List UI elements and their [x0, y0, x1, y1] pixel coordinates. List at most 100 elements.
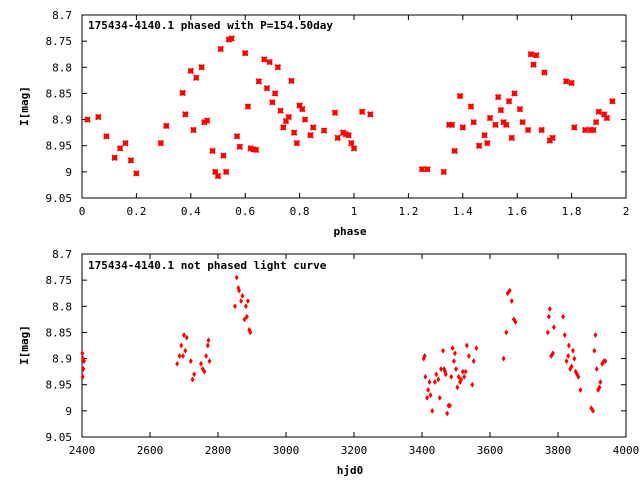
- phased-x-tick-label: 1.6: [507, 205, 527, 218]
- phased-data-point: [440, 168, 447, 176]
- unphased-data-point: [204, 353, 209, 359]
- unphased-data-point: [443, 371, 448, 378]
- unphased-data-point: [425, 394, 430, 401]
- unphased-data-point: [183, 347, 188, 354]
- phased-data-point: [274, 64, 282, 71]
- phased-y-tick-label: 9.05: [46, 192, 73, 205]
- phased-data-point: [307, 132, 314, 139]
- phased-x-tick-label: 1.8: [562, 205, 582, 218]
- phased-data-point: [222, 168, 230, 176]
- phased-data-point: [609, 98, 616, 105]
- phased-data-point: [116, 145, 124, 152]
- phased-data-point: [590, 126, 597, 134]
- unphased-data-point: [199, 360, 203, 367]
- unphased-x-tick-label: 3000: [273, 444, 300, 457]
- phased-data-point: [203, 117, 211, 124]
- unphased-x-axis-label: hjd0: [337, 464, 364, 477]
- phased-data-point: [350, 145, 358, 152]
- unphased-data-point: [188, 358, 193, 365]
- phased-y-tick-label: 8.7: [52, 9, 72, 22]
- unphased-data-point: [248, 329, 253, 336]
- unphased-data-point: [597, 384, 602, 391]
- phased-data-point: [508, 134, 515, 142]
- phased-data-point: [247, 145, 254, 152]
- unphased-data-point: [430, 407, 435, 414]
- unphased-y-tick-label: 8.9: [52, 353, 72, 366]
- unphased-data-point: [240, 292, 245, 299]
- unphased-data-point: [427, 379, 432, 386]
- unphased-x-axis-ticks: 2400 2600 2800 3000 3200 3400 3600 3800 4000: [69, 254, 640, 457]
- unphased-data-point: [184, 334, 189, 341]
- phased-data-point: [494, 93, 502, 101]
- unphased-y-tick-label: 8.8: [52, 300, 72, 313]
- unphased-data-point: [434, 371, 439, 378]
- unphased-data-point: [501, 355, 506, 362]
- unphased-data-point: [603, 358, 608, 365]
- phased-x-tick-label: 1.2: [398, 205, 418, 218]
- phased-data-point: [179, 89, 186, 97]
- unphased-data-point: [546, 313, 551, 320]
- phased-data-point: [212, 168, 219, 176]
- unphased-data-point: [239, 298, 244, 304]
- unphased-data-point: [423, 373, 428, 380]
- unphased-data-point: [572, 355, 577, 362]
- unphased-data-point: [591, 407, 595, 414]
- unphased-data-point: [436, 376, 441, 383]
- phased-data-point: [424, 166, 431, 173]
- phased-data-point: [486, 114, 494, 122]
- unphased-data-point: [455, 384, 460, 391]
- unphased-data-point: [245, 298, 250, 304]
- unphased-data-point: [192, 371, 197, 378]
- unphased-data-point: [428, 392, 433, 399]
- unphased-data-point: [242, 316, 247, 323]
- unphased-data-point: [207, 358, 212, 365]
- unphased-data-point: [451, 358, 456, 365]
- unphased-x-tick-label: 4000: [613, 444, 640, 457]
- unphased-x-tick-label: 2400: [69, 444, 96, 457]
- unphased-data-point: [459, 376, 464, 383]
- phased-data-point: [601, 111, 608, 118]
- phased-x-axis-ticks: 0 0.2 0.4 0.6 0.8 1 1.2 1.4 1.6 1.8 2: [79, 15, 630, 218]
- unphased-data-point: [598, 379, 603, 386]
- unphased-data-point: [464, 342, 469, 349]
- unphased-data-point: [592, 347, 597, 354]
- unphased-x-tick-label: 3600: [477, 444, 504, 457]
- unphased-y-tick-label: 8.75: [46, 274, 73, 287]
- phased-data-point: [190, 126, 197, 134]
- unphased-data-point: [593, 332, 598, 338]
- phased-x-axis-label: phase: [333, 225, 366, 238]
- phased-light-curve-panel: 8.7 8.75 8.8 8.85 8.9 8.95 9 9.05 0 0.2 0.4 0.6 0.8…: [18, 9, 629, 238]
- phased-data-point: [358, 108, 366, 115]
- phased-data-point: [451, 147, 458, 155]
- phased-data-point: [263, 84, 271, 92]
- phased-data-point: [568, 79, 575, 87]
- phased-data-point: [214, 172, 222, 180]
- unphased-data-point: [175, 360, 180, 367]
- phased-data-point: [546, 137, 554, 144]
- phased-data-point: [571, 124, 578, 131]
- unphased-data-point: [190, 376, 195, 383]
- phased-data-point: [345, 132, 352, 139]
- unphased-data-point: [547, 305, 552, 312]
- phased-data-point: [299, 105, 306, 113]
- phased-data-point: [244, 103, 252, 110]
- phased-data-point: [467, 103, 475, 110]
- unphased-data-points: [80, 274, 608, 417]
- phased-x-tick-label: 2: [623, 205, 630, 218]
- phased-data-point: [592, 118, 600, 126]
- phased-data-point: [187, 67, 195, 75]
- unphased-data-point: [202, 368, 207, 375]
- phased-data-point: [193, 74, 200, 81]
- phased-data-point: [198, 64, 205, 71]
- phased-data-point: [538, 126, 545, 134]
- phased-data-point: [111, 154, 118, 161]
- phased-data-point: [519, 118, 526, 126]
- unphased-data-point: [456, 373, 461, 380]
- unphased-data-point: [179, 342, 184, 349]
- phased-data-point: [228, 35, 235, 42]
- unphased-data-point: [182, 332, 186, 338]
- phased-data-point: [527, 50, 535, 58]
- phased-data-point: [293, 139, 301, 147]
